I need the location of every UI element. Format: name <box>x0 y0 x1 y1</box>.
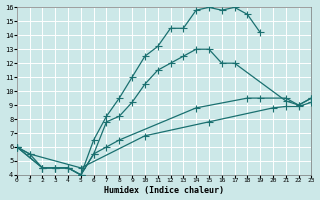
X-axis label: Humidex (Indice chaleur): Humidex (Indice chaleur) <box>104 186 224 195</box>
